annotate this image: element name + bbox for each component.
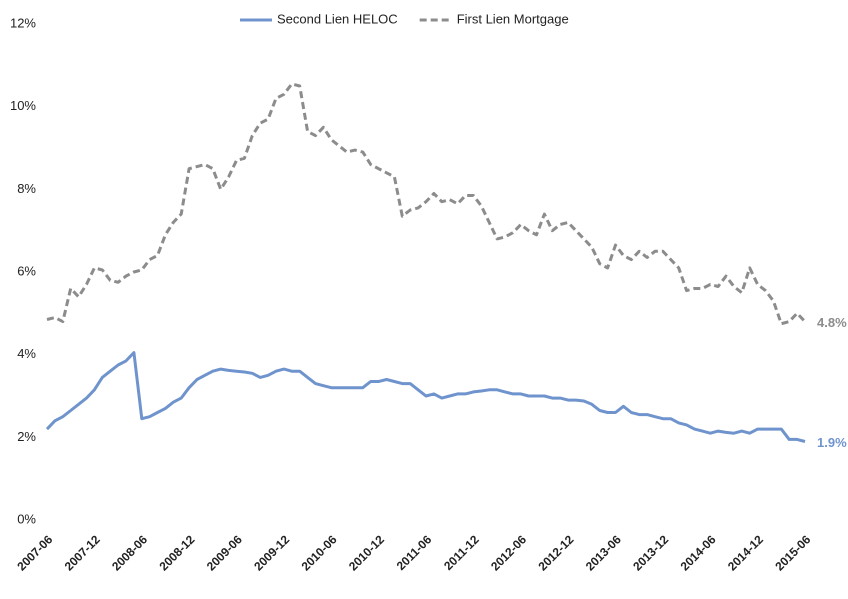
legend-label: Second Lien HELOC (277, 11, 398, 26)
y-tick-label: 12% (10, 15, 36, 30)
x-tick-label: 2011-06 (394, 532, 435, 573)
x-tick-label: 2012-12 (535, 532, 576, 573)
x-tick-label: 2008-12 (156, 532, 197, 573)
y-tick-label: 8% (17, 181, 36, 196)
y-tick-label: 0% (17, 511, 36, 526)
x-tick-label: 2015-06 (772, 532, 813, 573)
x-tick-label: 2013-12 (630, 532, 671, 573)
y-tick-label: 4% (17, 346, 36, 361)
y-tick-label: 10% (10, 98, 36, 113)
x-tick-label: 2009-12 (251, 532, 292, 573)
x-tick-label: 2008-06 (109, 532, 150, 573)
end-label: 4.8% (817, 315, 847, 330)
x-tick-label: 2007-06 (14, 532, 55, 573)
x-tick-label: 2013-06 (583, 532, 624, 573)
legend-label: First Lien Mortgage (457, 11, 569, 26)
x-tick-label: 2014-12 (725, 532, 766, 573)
x-tick-label: 2010-12 (346, 532, 387, 573)
x-tick-label: 2014-06 (678, 532, 719, 573)
series-line (45, 351, 806, 443)
x-tick-label: 2012-06 (488, 532, 529, 573)
x-tick-label: 2007-12 (62, 532, 103, 573)
y-tick-label: 6% (17, 263, 36, 278)
end-label: 1.9% (817, 435, 847, 450)
series-line (46, 82, 807, 326)
x-tick-label: 2010-06 (299, 532, 340, 573)
y-tick-label: 2% (17, 429, 36, 444)
x-tick-label: 2009-06 (204, 532, 245, 573)
x-tick-label: 2011-12 (441, 532, 482, 573)
